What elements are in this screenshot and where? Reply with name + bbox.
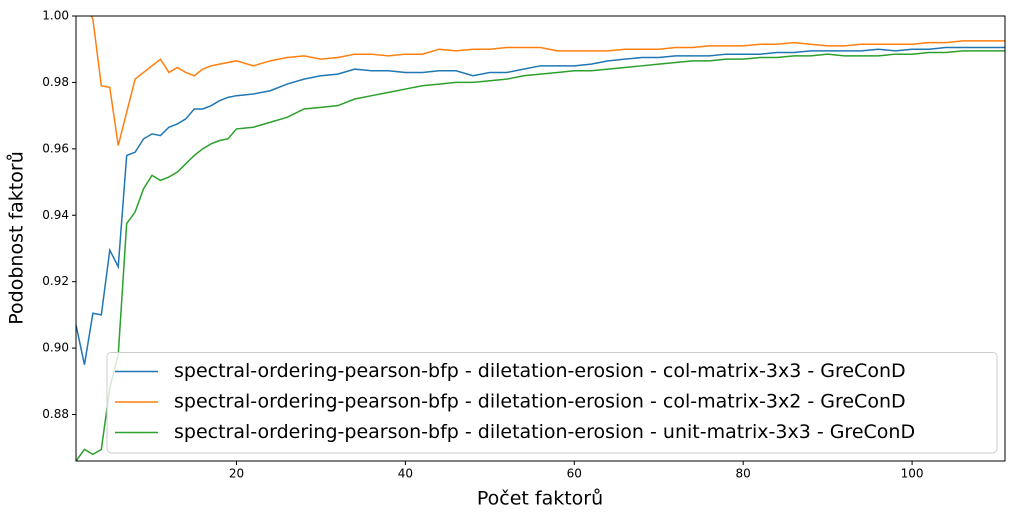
y-tick-label: 0.94 <box>42 208 69 222</box>
legend-label: spectral-ordering-pearson-bfp - diletati… <box>174 391 906 413</box>
x-tick-label: 40 <box>398 467 413 481</box>
plot-frame <box>75 15 1006 462</box>
y-tick-label: 0.90 <box>42 341 69 355</box>
legend-box <box>106 352 998 454</box>
y-axis-label: Podobnost faktorů <box>6 151 28 324</box>
x-tick-label: 60 <box>567 467 582 481</box>
series-line <box>90 16 1005 146</box>
plot-area <box>76 16 1005 461</box>
y-tick-label: 0.88 <box>42 407 69 421</box>
x-tick-label: 80 <box>736 467 751 481</box>
y-tick-label: 0.96 <box>42 141 69 155</box>
legend-label: spectral-ordering-pearson-bfp - diletati… <box>174 421 915 443</box>
x-tick-label: 100 <box>901 467 924 481</box>
series-line <box>76 46 1005 365</box>
y-tick-label: 1.00 <box>42 9 69 23</box>
x-axis-label: Počet faktorů <box>477 488 603 510</box>
legend-label: spectral-ordering-pearson-bfp - diletati… <box>174 360 906 382</box>
series-line <box>76 50 1005 461</box>
y-tick-label: 0.98 <box>42 75 69 89</box>
y-tick-label: 0.92 <box>42 274 69 288</box>
x-tick-label: 20 <box>229 467 244 481</box>
